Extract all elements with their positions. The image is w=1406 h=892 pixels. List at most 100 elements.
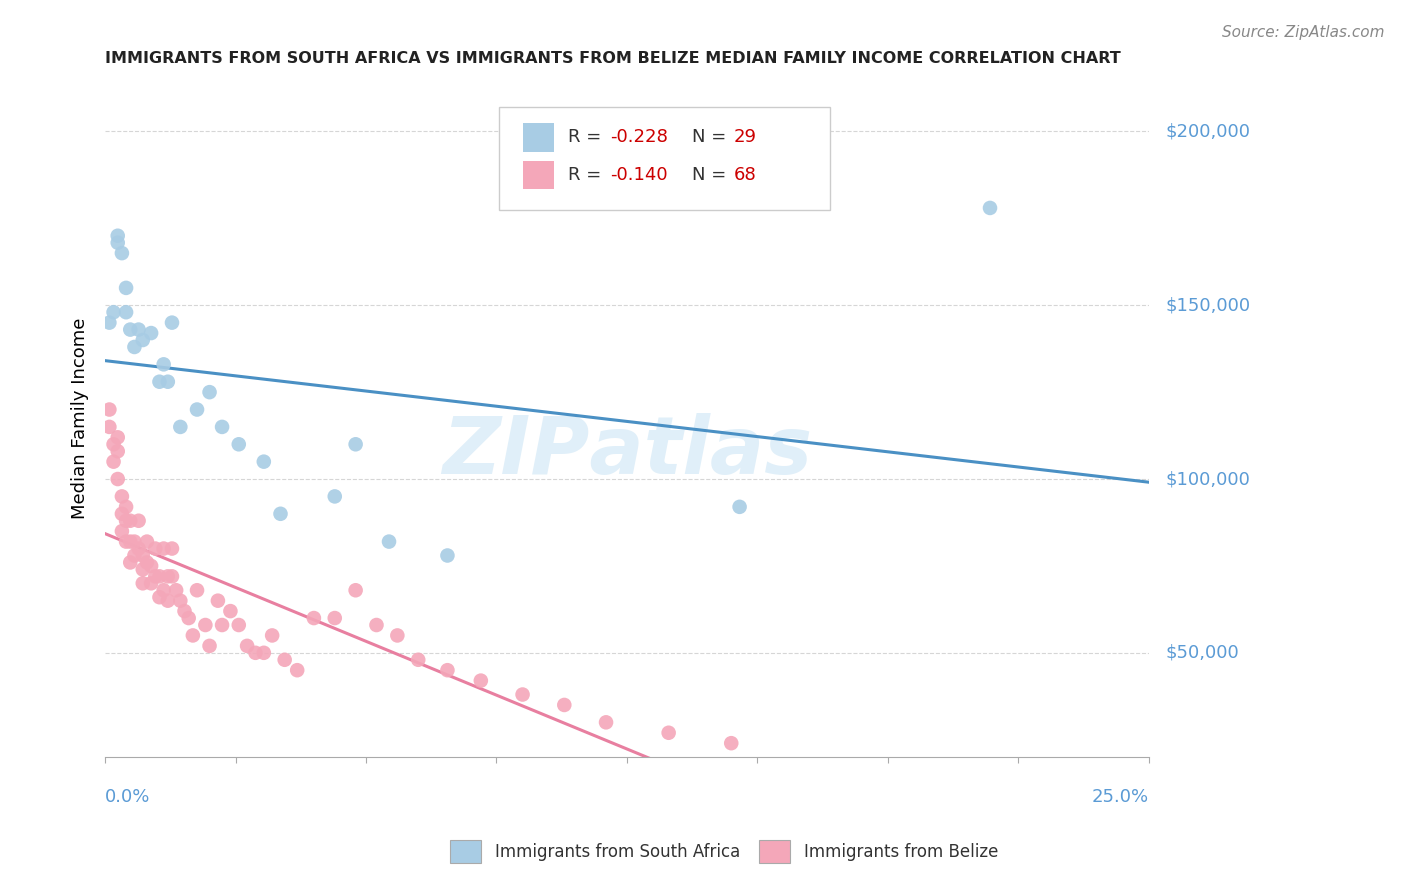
Point xyxy=(148,591,170,605)
Point xyxy=(323,611,346,625)
Point xyxy=(98,402,121,417)
Point xyxy=(302,611,325,625)
Point xyxy=(228,618,250,632)
Point xyxy=(436,549,458,563)
Point xyxy=(136,534,159,549)
Text: Immigrants from Belize: Immigrants from Belize xyxy=(804,843,998,861)
Point xyxy=(378,534,401,549)
Point xyxy=(98,420,121,434)
Point xyxy=(120,322,142,336)
Point xyxy=(658,725,681,739)
Point xyxy=(160,569,183,583)
Point xyxy=(136,556,159,570)
Point xyxy=(198,385,221,400)
Point xyxy=(366,618,388,632)
Point xyxy=(143,541,166,556)
Point xyxy=(111,246,134,260)
Text: Immigrants from South Africa: Immigrants from South Africa xyxy=(495,843,740,861)
Point xyxy=(156,375,179,389)
Point xyxy=(152,583,174,598)
Point xyxy=(344,583,367,598)
Point xyxy=(152,541,174,556)
Text: $200,000: $200,000 xyxy=(1166,122,1250,140)
Point xyxy=(115,281,138,295)
Point xyxy=(111,507,134,521)
Point xyxy=(132,576,155,591)
Point xyxy=(181,628,204,642)
Point xyxy=(103,305,125,319)
Point xyxy=(115,500,138,514)
Point xyxy=(186,583,208,598)
Point xyxy=(128,322,150,336)
Point xyxy=(198,639,221,653)
Point xyxy=(160,541,183,556)
Point xyxy=(194,618,217,632)
Point xyxy=(165,583,187,598)
Text: 25.0%: 25.0% xyxy=(1091,788,1149,805)
Point xyxy=(156,593,179,607)
Point xyxy=(470,673,492,688)
Point xyxy=(207,593,229,607)
Point xyxy=(152,357,174,371)
Point xyxy=(245,646,267,660)
Y-axis label: Median Family Income: Median Family Income xyxy=(72,318,89,519)
Point xyxy=(132,549,155,563)
Point xyxy=(253,455,276,469)
Point xyxy=(115,534,138,549)
Point xyxy=(177,611,200,625)
Text: 0.0%: 0.0% xyxy=(105,788,150,805)
Point xyxy=(143,569,166,583)
Point xyxy=(107,472,129,486)
Point xyxy=(111,490,134,504)
Point xyxy=(211,618,233,632)
Point xyxy=(169,593,191,607)
Point xyxy=(124,549,146,563)
Point xyxy=(103,455,125,469)
Point xyxy=(120,556,142,570)
Point xyxy=(595,715,617,730)
Point xyxy=(107,430,129,444)
Point xyxy=(219,604,242,618)
Point xyxy=(139,558,162,573)
Point xyxy=(406,653,429,667)
Point xyxy=(148,375,170,389)
Point xyxy=(387,628,409,642)
Point xyxy=(270,507,292,521)
Text: Source: ZipAtlas.com: Source: ZipAtlas.com xyxy=(1222,25,1385,40)
Point xyxy=(173,604,195,618)
Point xyxy=(236,639,259,653)
Point xyxy=(124,534,146,549)
Point xyxy=(111,524,134,538)
Point xyxy=(344,437,367,451)
Point xyxy=(107,228,129,243)
Point xyxy=(512,688,534,702)
Text: R =: R = xyxy=(568,128,607,146)
Point xyxy=(115,514,138,528)
Text: N =: N = xyxy=(692,128,731,146)
Point xyxy=(186,402,208,417)
Text: IMMIGRANTS FROM SOUTH AFRICA VS IMMIGRANTS FROM BELIZE MEDIAN FAMILY INCOME CORR: IMMIGRANTS FROM SOUTH AFRICA VS IMMIGRAN… xyxy=(105,51,1121,66)
Point xyxy=(120,534,142,549)
Point xyxy=(148,569,170,583)
Point xyxy=(115,305,138,319)
Text: $150,000: $150,000 xyxy=(1166,296,1250,314)
Point xyxy=(132,333,155,347)
Point xyxy=(139,576,162,591)
Point xyxy=(262,628,284,642)
Point xyxy=(553,698,575,712)
Point xyxy=(107,444,129,458)
Point xyxy=(323,490,346,504)
Text: -0.140: -0.140 xyxy=(610,166,668,184)
Point xyxy=(979,201,1001,215)
Text: R =: R = xyxy=(568,166,607,184)
Text: 29: 29 xyxy=(734,128,756,146)
Point xyxy=(436,663,458,677)
Point xyxy=(285,663,308,677)
Text: $100,000: $100,000 xyxy=(1166,470,1250,488)
Point xyxy=(273,653,295,667)
Point xyxy=(228,437,250,451)
Point xyxy=(253,646,276,660)
Point xyxy=(128,541,150,556)
Point xyxy=(169,420,191,434)
Text: ZIP​atlas: ZIP​atlas xyxy=(441,413,813,491)
